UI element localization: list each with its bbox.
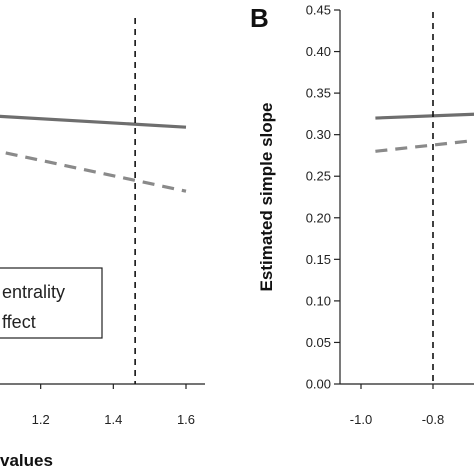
- panel-a-x-axis-title: values: [0, 451, 53, 470]
- panel-b-y-tick-label: 0.20: [306, 210, 331, 225]
- panel-b-x-tick-label: -0.8: [422, 412, 444, 427]
- panel-b-y-tick-label: 0.05: [306, 335, 331, 350]
- panel-a-x-tick-label: 1.2: [32, 412, 50, 427]
- panel-b-y-tick-label: 0.45: [306, 3, 331, 18]
- panel-b-y-tick-label: 0.30: [306, 127, 331, 142]
- panel-b-series: [375, 112, 474, 153]
- panel-b-y-ticks: 0.00 0.05 0.10 0.15 0.20 0.25 0.30 0.35 0.40 0.45: [306, 3, 340, 392]
- panel-b-series-2-line: [375, 138, 474, 153]
- panel-a: 1.2 1.4 1.6 entrality ffect values: [0, 18, 205, 470]
- panel-a-legend-entry-2: ffect: [2, 312, 36, 332]
- panel-a-legend-entry-1: entrality: [2, 282, 65, 302]
- panel-b: B 0.000.050.100.150.200.250.300.350.400.…: [250, 3, 474, 427]
- panel-b-label: B: [250, 3, 269, 33]
- panel-b-y-tick-label: 0.40: [306, 44, 331, 59]
- panel-b-y-tick-label: 0.00: [306, 377, 331, 392]
- panel-b-y-tick-label: 0.15: [306, 252, 331, 267]
- panel-a-x-tick-label: 1.6: [177, 412, 195, 427]
- panel-b-x-ticks: -1.0 -0.8: [350, 384, 444, 427]
- panel-b-y-tick-label: 0.10: [306, 293, 331, 308]
- panel-a-x-tick-label: 1.4: [104, 412, 122, 427]
- panel-a-series-1-line: [0, 114, 187, 129]
- panel-a-x-ticks: 1.2 1.4 1.6: [32, 384, 195, 427]
- panel-b-x-tick-label: -1.0: [350, 412, 372, 427]
- panel-b-series-1-line: [375, 112, 474, 120]
- panel-b-y-axis-title: Estimated simple slope: [257, 103, 276, 292]
- panel-b-y-tick-label: 0.25: [306, 169, 331, 184]
- panel-b-y-tick-label: 0.35: [306, 86, 331, 101]
- panel-a-legend: [0, 267, 103, 339]
- panel-a-series-2-line: [0, 150, 187, 193]
- panel-a-series: [0, 114, 187, 193]
